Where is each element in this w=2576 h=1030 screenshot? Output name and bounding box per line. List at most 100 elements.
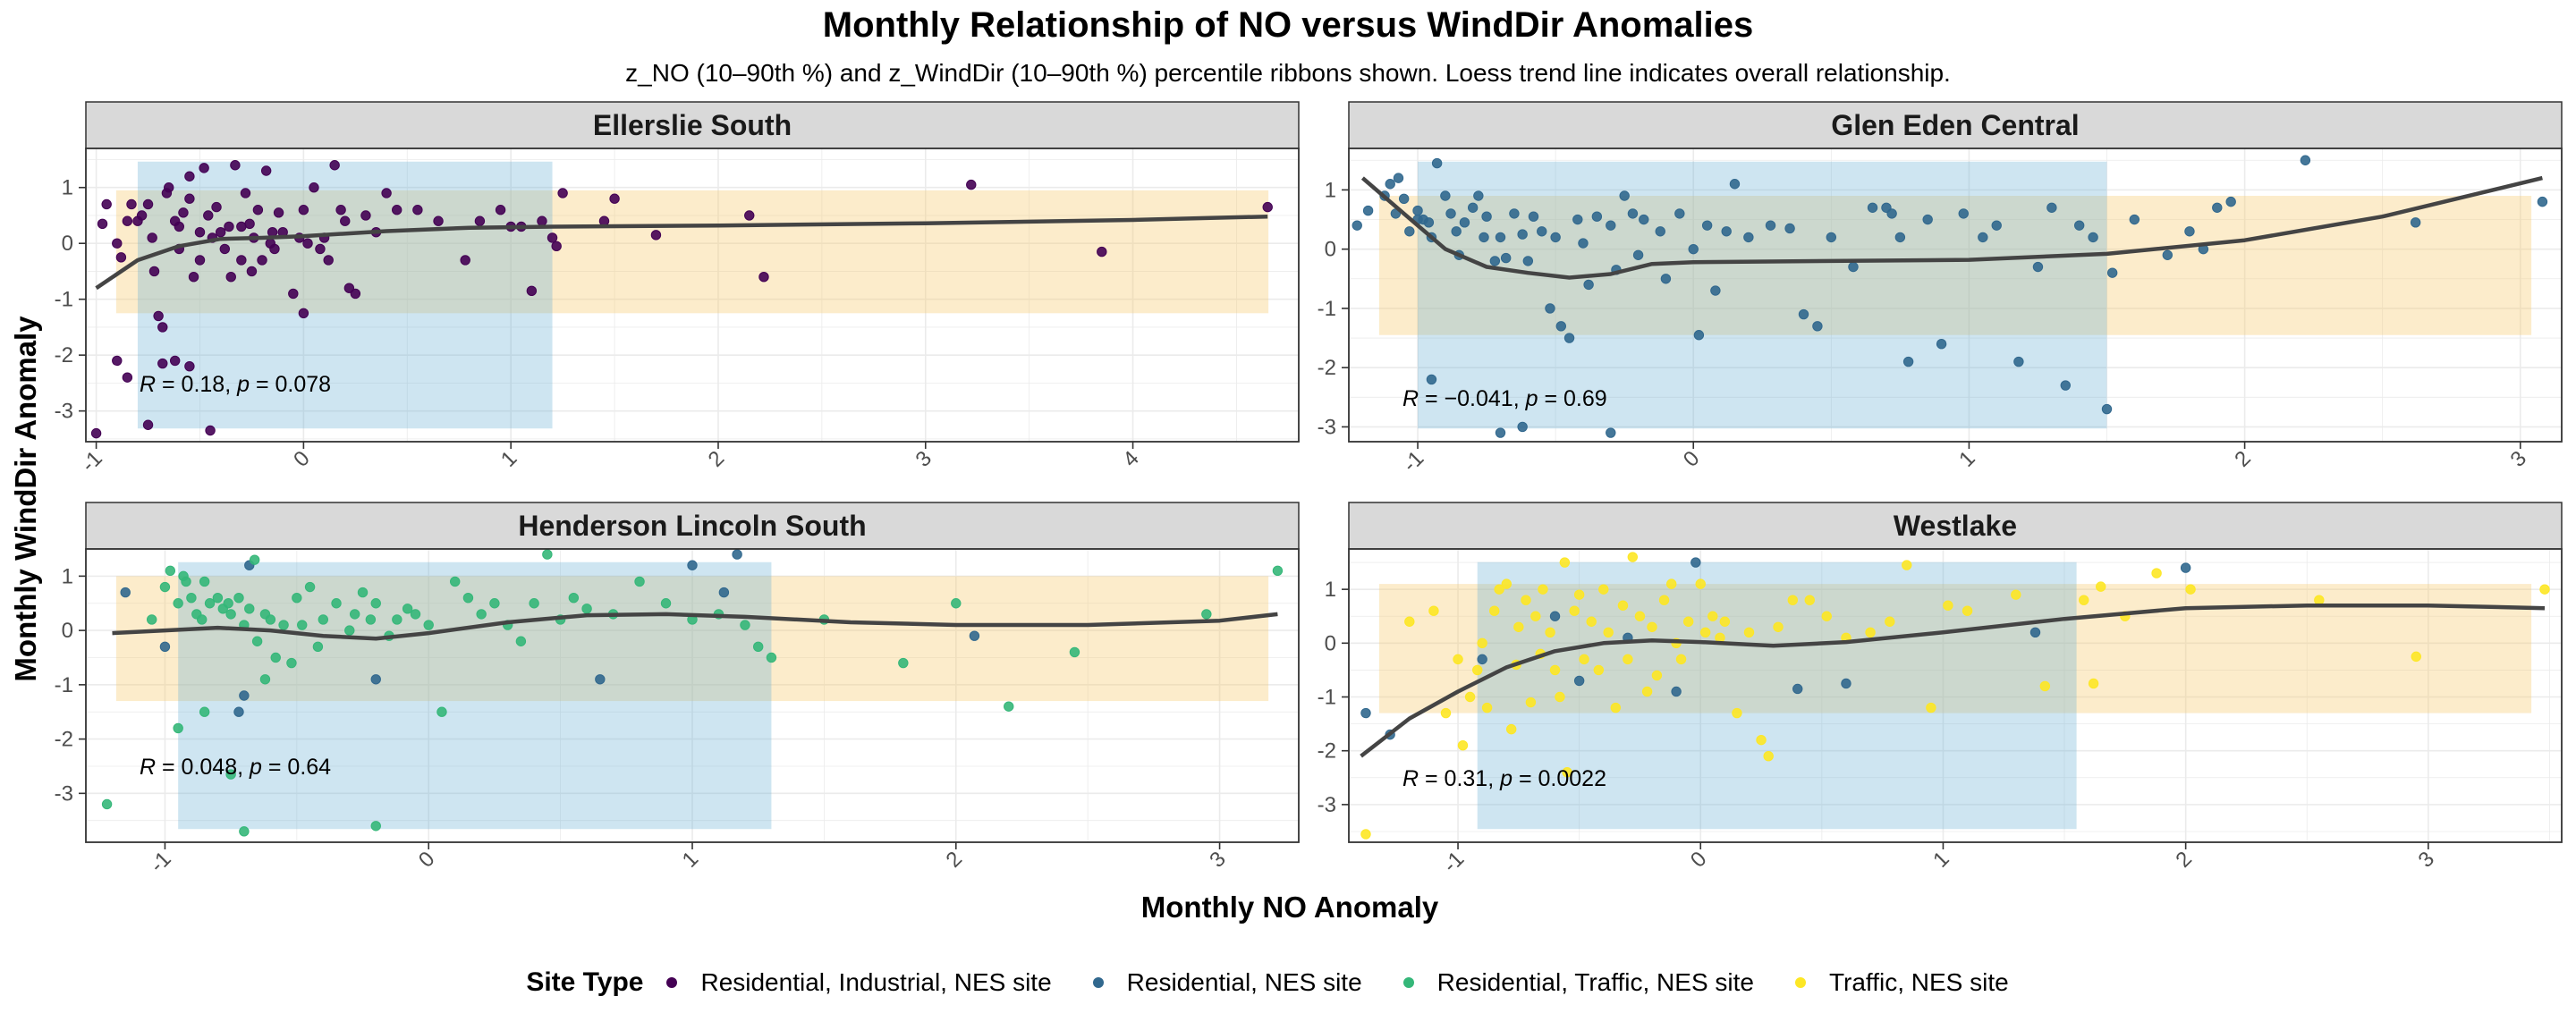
data-point	[766, 652, 777, 663]
data-point	[164, 182, 174, 193]
data-point	[1362, 205, 1374, 216]
y-tick-label: 1	[62, 564, 73, 588]
data-point	[744, 210, 755, 221]
data-point	[1756, 734, 1767, 746]
data-point	[370, 674, 381, 685]
data-point	[225, 609, 236, 620]
data-point	[2539, 584, 2550, 595]
data-point	[298, 205, 309, 215]
data-point	[595, 674, 606, 685]
data-point	[212, 592, 224, 604]
data-point	[1537, 226, 1547, 237]
data-point	[1641, 686, 1653, 697]
correlation-label: R = 0.31, p = 0.0022	[1402, 766, 1606, 791]
data-point	[1549, 664, 1561, 676]
data-point	[1693, 330, 1705, 341]
data-point	[1922, 214, 1933, 225]
data-point	[1464, 691, 1476, 703]
y-tick-label: -3	[55, 781, 73, 806]
x-tick-label: 3	[2505, 446, 2531, 472]
data-point	[1513, 621, 1524, 632]
data-point	[495, 205, 506, 215]
data-point	[1453, 654, 1463, 665]
data-point	[1579, 654, 1589, 665]
data-point	[423, 620, 434, 630]
data-point	[1573, 589, 1585, 600]
legend-label: Residential, Industrial, NES site	[700, 968, 1052, 996]
data-point	[244, 604, 255, 614]
data-point	[181, 576, 191, 587]
panel: Glen Eden Central R = −0.041, p = 0.69 -3 -…	[1318, 101, 2563, 477]
data-point	[436, 706, 447, 717]
data-point	[357, 587, 369, 598]
data-point	[1617, 600, 1629, 611]
data-point	[1555, 691, 1565, 703]
data-point	[90, 427, 102, 439]
panel-strip	[85, 502, 1300, 550]
data-point	[1426, 374, 1437, 385]
data-point	[233, 592, 244, 604]
plot-area	[1349, 549, 2562, 842]
data-point	[1467, 202, 1479, 213]
data-point	[1431, 157, 1443, 169]
x-tick-label: 0	[1679, 446, 1705, 472]
data-point	[1593, 664, 1605, 676]
data-point	[1393, 173, 1404, 183]
data-point	[462, 592, 474, 604]
data-point	[489, 598, 500, 609]
data-point	[1841, 678, 1852, 689]
data-point	[184, 193, 195, 204]
data-point	[1398, 193, 1410, 205]
data-point	[969, 630, 980, 641]
data-point	[1690, 557, 1701, 568]
data-point	[1688, 243, 1699, 255]
x-tick-label: 2	[704, 446, 730, 472]
data-point	[1902, 356, 1914, 367]
data-point	[2060, 380, 2071, 391]
data-point	[1262, 201, 1273, 213]
data-point	[370, 821, 381, 832]
data-point	[1671, 686, 1682, 697]
data-point	[1489, 605, 1500, 616]
y-tick-label: -1	[55, 673, 73, 697]
legend-marker	[1402, 977, 1414, 988]
data-point	[966, 179, 977, 190]
data-point	[2225, 196, 2236, 207]
data-point	[1695, 578, 1706, 589]
data-point	[1606, 427, 1616, 438]
data-point	[1545, 303, 1555, 314]
data-point	[1201, 609, 1212, 620]
data-point	[101, 798, 113, 810]
data-point	[1943, 600, 1953, 611]
data-point	[1530, 611, 1541, 621]
y-tick-label: 1	[1325, 578, 1336, 602]
data-point	[2088, 232, 2098, 243]
data-point	[184, 360, 195, 372]
data-point	[194, 255, 206, 266]
data-point	[1798, 308, 1809, 320]
data-point	[165, 565, 176, 576]
data-point	[547, 232, 558, 243]
data-point	[318, 614, 329, 625]
data-point	[244, 218, 255, 230]
data-point	[1865, 627, 1876, 637]
data-point	[2079, 595, 2089, 605]
data-point	[148, 266, 160, 277]
data-point	[1885, 616, 1895, 627]
data-point	[1598, 584, 1609, 595]
data-point	[199, 706, 210, 717]
data-point	[1665, 578, 1677, 589]
data-point	[223, 598, 233, 609]
data-point	[1522, 256, 1534, 266]
data-point	[120, 587, 131, 598]
y-tick-label: 1	[62, 176, 73, 200]
data-point	[184, 171, 195, 182]
data-point	[1773, 621, 1784, 632]
data-point	[1634, 611, 1646, 621]
data-point	[136, 210, 148, 221]
y-tick-label: -3	[1318, 793, 1336, 817]
data-point	[147, 232, 157, 243]
data-point	[1647, 621, 1657, 632]
y-tick-label: 0	[1325, 631, 1336, 655]
data-point	[219, 243, 231, 255]
